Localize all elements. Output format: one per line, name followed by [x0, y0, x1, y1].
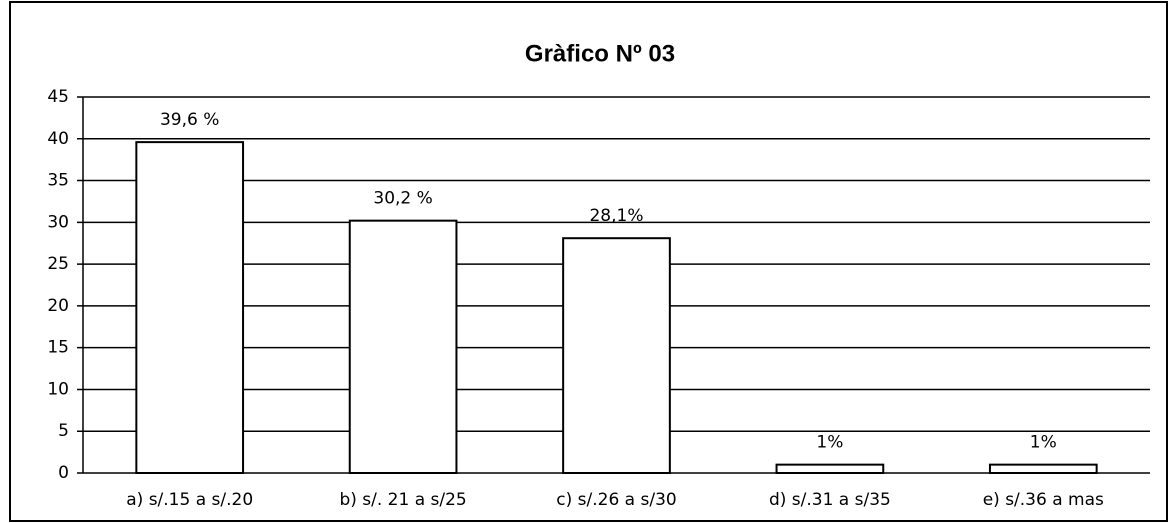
value-label: 30,2 %: [373, 189, 432, 209]
bar: [562, 237, 671, 474]
value-label: 1%: [1030, 433, 1057, 453]
x-tick-label: c) s/.26 a s/30: [556, 490, 676, 510]
value-label: 28,1%: [589, 206, 643, 226]
bar: [135, 141, 245, 474]
y-tick-label: 35: [47, 171, 69, 191]
y-tick-label: 15: [47, 338, 69, 358]
x-tick-label: d) s/.31 a s/35: [769, 490, 891, 510]
y-tick-label: 45: [47, 87, 69, 107]
y-tick-label: 40: [47, 129, 69, 149]
y-tick-label: 25: [47, 254, 69, 274]
y-tick-label: 0: [58, 463, 69, 483]
y-tick-label: 20: [47, 296, 69, 316]
y-tick-label: 5: [58, 421, 69, 441]
bar: [348, 219, 458, 474]
y-tick-label: 10: [47, 379, 69, 399]
bar: [988, 463, 1098, 474]
chart-title: Gràfico Nº 03: [525, 40, 675, 67]
x-tick-label: a) s/.15 a s/.20: [126, 490, 253, 510]
value-label: 1%: [816, 433, 843, 453]
x-tick-label: b) s/. 21 a s/25: [339, 490, 466, 510]
bar: [775, 463, 885, 474]
y-tick-label: 30: [47, 212, 69, 232]
value-label: 39,6 %: [160, 110, 219, 130]
x-tick-label: e) s/.36 a mas: [983, 490, 1104, 510]
